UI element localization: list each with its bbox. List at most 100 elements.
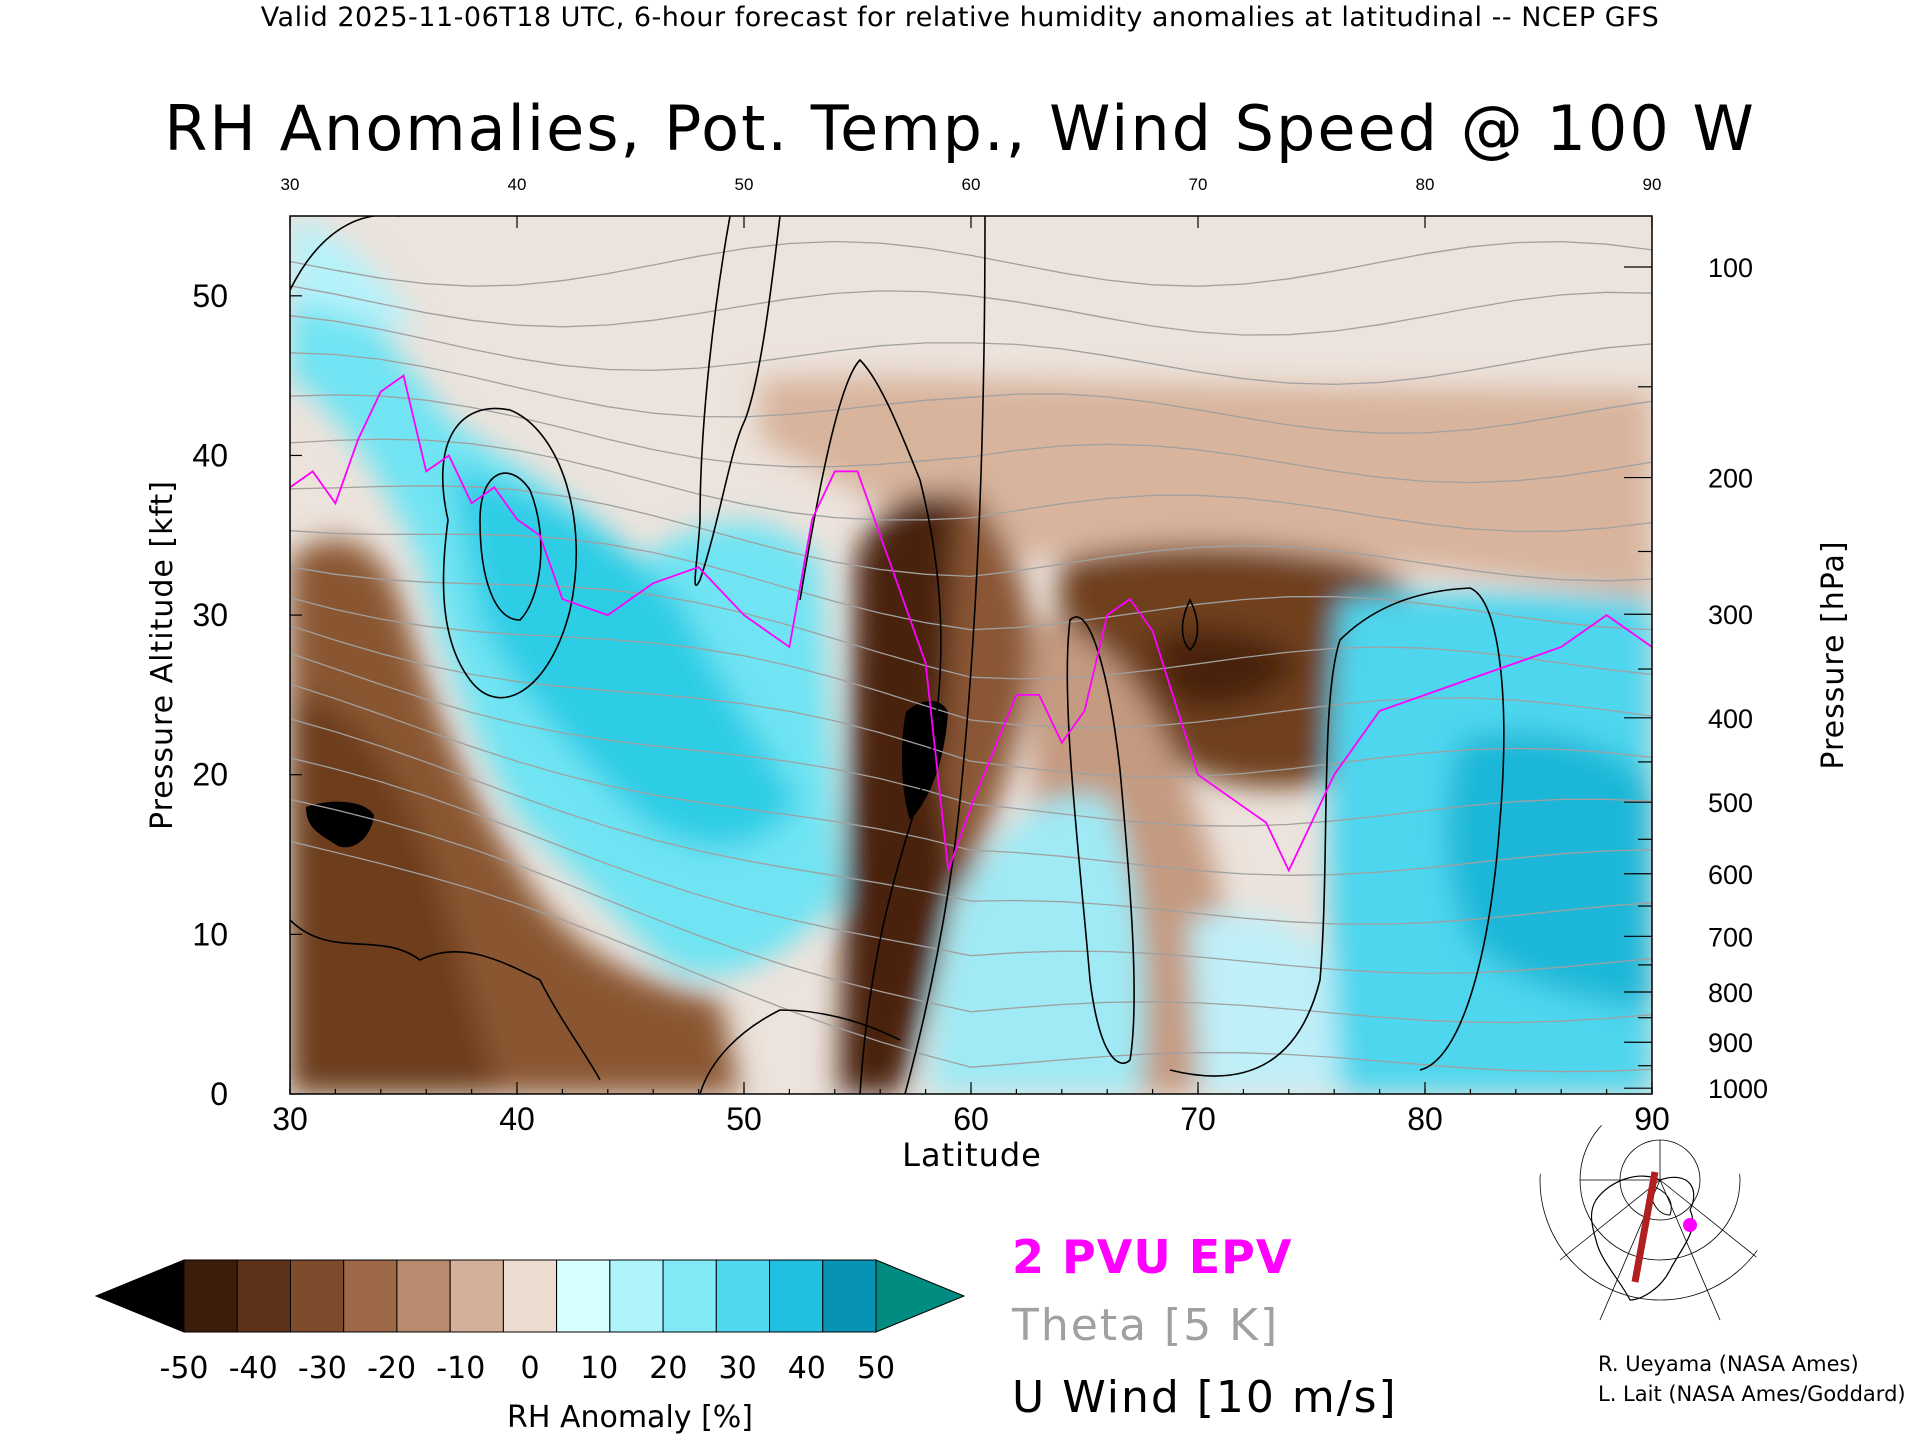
theta-contours bbox=[290, 240, 1652, 1073]
u-wind-contour bbox=[441, 407, 577, 699]
theta-contour bbox=[290, 315, 1652, 386]
colorbar-tick-label: -10 bbox=[436, 1351, 485, 1386]
colorbar-swatch bbox=[396, 1259, 451, 1333]
u-wind-contour bbox=[694, 216, 781, 587]
moist-region-right-core bbox=[1446, 732, 1652, 1010]
u-wind-contour bbox=[699, 1009, 901, 1094]
map-cross-section-line bbox=[1631, 1171, 1659, 1283]
colorbar-tick-label: 50 bbox=[857, 1351, 895, 1386]
rh-heatmap bbox=[290, 216, 1652, 1094]
theta-contour bbox=[290, 530, 1652, 631]
x-tick-label-top: 60 bbox=[962, 175, 981, 194]
pressure-tick-label: 200 bbox=[1708, 464, 1753, 494]
rh-minimum-column bbox=[901, 701, 948, 820]
theta-contour bbox=[290, 240, 1652, 287]
colorbar-tick-label: -50 bbox=[160, 1351, 209, 1386]
u-wind-contour bbox=[479, 472, 542, 621]
y-tick-label: 50 bbox=[192, 278, 228, 314]
moist-region-lowermid bbox=[930, 794, 1144, 1094]
dry-region-column-edge bbox=[940, 480, 1032, 900]
theta-contour bbox=[290, 757, 1652, 975]
theta-contour bbox=[290, 352, 1652, 434]
theta-contour bbox=[290, 285, 1652, 336]
colorbar-tick-label: 0 bbox=[520, 1351, 539, 1386]
credit-line: R. Ueyama (NASA Ames) bbox=[1598, 1352, 1859, 1376]
u-wind-contour bbox=[904, 216, 986, 1094]
x-tick-label-top: 90 bbox=[1643, 175, 1662, 194]
theta-contour bbox=[290, 485, 1652, 582]
x-tick-label: 40 bbox=[499, 1101, 535, 1137]
theta-contour bbox=[290, 597, 1652, 729]
colorbar-arrow-right bbox=[875, 1259, 966, 1333]
legend-epv: 2 PVU EPV bbox=[1012, 1230, 1293, 1284]
y-tick-label: 30 bbox=[192, 597, 228, 633]
moist-region-topleft bbox=[290, 216, 420, 330]
x-tick-label: 50 bbox=[726, 1101, 762, 1137]
x-tick-label-top: 30 bbox=[281, 175, 300, 194]
locator-map bbox=[1539, 1119, 1758, 1321]
colorbar-swatch bbox=[183, 1259, 238, 1333]
theta-contour bbox=[290, 718, 1652, 925]
colorbar-tick-label: 10 bbox=[580, 1351, 618, 1386]
x-tick-label-top: 80 bbox=[1416, 175, 1435, 194]
y-tick-label: 0 bbox=[210, 1076, 228, 1112]
x-tick-label: 60 bbox=[953, 1101, 989, 1137]
x-tick-label: 30 bbox=[272, 1101, 308, 1137]
colorbar: -50 -40 -30 -20 -10 0 10 20 30 40 50 bbox=[94, 1259, 966, 1386]
colorbar-swatch bbox=[715, 1259, 771, 1333]
colorbar-tick-label: 30 bbox=[719, 1351, 757, 1386]
y-axis-label: Pressure Altitude [kft] bbox=[145, 480, 180, 830]
legend-theta: Theta [5 K] bbox=[1012, 1300, 1280, 1351]
pressure-tick-label: 300 bbox=[1708, 600, 1753, 630]
x-tick-label: 80 bbox=[1407, 1101, 1443, 1137]
theta-contour bbox=[290, 683, 1652, 876]
colorbar-tick-label: 20 bbox=[649, 1351, 687, 1386]
y-tick-label: 10 bbox=[192, 916, 228, 952]
u-wind-contour bbox=[290, 919, 601, 1081]
pressure-tick-label: 1000 bbox=[1708, 1074, 1768, 1104]
dry-region-midright-core bbox=[1150, 629, 1300, 708]
colorbar-tick-label: 40 bbox=[788, 1351, 826, 1386]
colorbar-swatch bbox=[769, 1259, 824, 1333]
y-tick-label: 20 bbox=[192, 757, 228, 793]
theta-contour bbox=[290, 840, 1652, 1073]
colorbar-swatch bbox=[236, 1259, 291, 1333]
pressure-tick-label: 600 bbox=[1708, 860, 1753, 890]
y-tick-label: 40 bbox=[192, 437, 228, 473]
colorbar-arrow-left bbox=[94, 1259, 185, 1333]
colorbar-swatch bbox=[502, 1259, 558, 1333]
x-tick-label-top: 70 bbox=[1189, 175, 1208, 194]
colorbar-swatch bbox=[449, 1259, 504, 1333]
header-text: Valid 2025-11-06T18 UTC, 6-hour forecast… bbox=[260, 2, 1660, 33]
legend-u-wind: U Wind [10 m/s] bbox=[1012, 1372, 1398, 1423]
colorbar-swatch bbox=[662, 1259, 717, 1333]
credit-line: L. Lait (NASA Ames/Goddard) bbox=[1598, 1382, 1906, 1406]
pressure-tick-label: 700 bbox=[1708, 922, 1753, 952]
colorbar-swatch bbox=[822, 1259, 877, 1333]
colorbar-swatch bbox=[556, 1259, 611, 1333]
x-axis-label: Latitude bbox=[902, 1136, 1042, 1174]
rh-minimum-left bbox=[306, 801, 374, 848]
colorbar-swatch bbox=[343, 1259, 398, 1333]
colorbar-swatch bbox=[609, 1259, 664, 1333]
x-tick-label: 70 bbox=[1180, 1101, 1216, 1137]
y2-axis-label: Pressure [hPa] bbox=[1816, 540, 1851, 769]
theta-contour bbox=[290, 652, 1652, 827]
theta-contour bbox=[290, 798, 1652, 1024]
x-tick-label-top: 50 bbox=[735, 175, 754, 194]
epv-2pvu-line bbox=[290, 374, 1652, 873]
colorbar-tick-label: -40 bbox=[229, 1351, 278, 1386]
moist-region-lowerright bbox=[1190, 912, 1340, 1094]
colorbar-tick-label: -30 bbox=[298, 1351, 347, 1386]
u-wind-contour bbox=[1066, 616, 1135, 1064]
map-coastlines bbox=[1590, 1175, 1695, 1301]
moist-region-center-core bbox=[450, 470, 800, 848]
pressure-tick-label: 400 bbox=[1708, 704, 1753, 734]
chart-title: RH Anomalies, Pot. Temp., Wind Speed @ 1… bbox=[164, 92, 1756, 165]
theta-contour bbox=[290, 624, 1652, 778]
dry-region-left-core bbox=[290, 698, 500, 1094]
u-wind-contours bbox=[290, 216, 1505, 1094]
pressure-tick-label: 800 bbox=[1708, 978, 1753, 1008]
u-wind-contour bbox=[1169, 587, 1505, 1077]
